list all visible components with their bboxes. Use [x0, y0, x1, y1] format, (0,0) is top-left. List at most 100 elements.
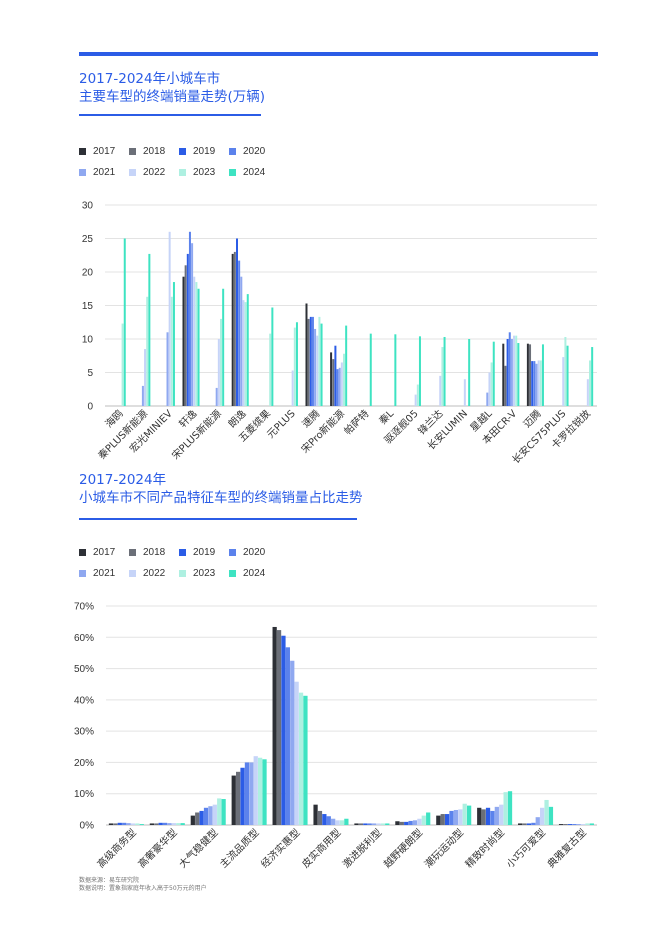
chart2-bar: [380, 823, 386, 825]
chart2-y-tick-label: 30%: [74, 727, 94, 738]
chart2-title-line2: 小城车市不同产品特征车型的终端销量占比走势: [79, 490, 363, 506]
chart2-x-tick-label: 激进脱利型: [340, 826, 385, 871]
chart2-bar: [548, 806, 554, 825]
chart1-bar: [307, 318, 310, 406]
chart1-bar: [531, 361, 534, 406]
chart2-bar: [167, 823, 172, 825]
chart2-bar: [363, 823, 368, 825]
chart2-bar: [290, 660, 295, 825]
chart1-legend-item: 2017: [79, 146, 129, 157]
chart1-bar: [343, 353, 346, 406]
chart1-bar: [539, 360, 542, 406]
chart1-legend-label: 2024: [243, 166, 266, 178]
chart2-bar: [139, 824, 144, 825]
chart1-bar: [564, 336, 567, 406]
chart2-legend-label: 2023: [193, 567, 216, 579]
chart2-bar: [481, 809, 486, 825]
chart2-bar: [572, 824, 577, 825]
chart2-bar: [126, 823, 131, 825]
chart1-bar: [506, 339, 509, 406]
chart1-bar: [526, 343, 529, 406]
chart1-legend-label: 2020: [243, 145, 266, 157]
chart1-bar: [490, 362, 493, 406]
chart1-legend-item: 2018: [129, 146, 179, 157]
chart2-bar: [335, 820, 340, 825]
chart1-x-tick-label: 秦L: [376, 407, 397, 428]
footnote-source: 数据来源：易车研究院: [79, 877, 140, 884]
chart1-legend-label: 2017: [93, 145, 116, 157]
chart2-legend-swatch: [79, 548, 86, 556]
chart2-bar: [563, 824, 568, 825]
chart2-x-tick-label: 高级商务型: [94, 826, 139, 871]
chart2-bar: [395, 821, 400, 825]
chart2-title-line1: 2017-2024年: [79, 472, 167, 488]
chart2-legend-item: 2019: [179, 547, 229, 558]
chart2-bar: [494, 806, 499, 825]
chart1-x-tick-label: 轩逸: [176, 407, 199, 430]
chart1-legend-swatch: [129, 147, 136, 155]
chart1-legend-row: 2021 2022 2023 2024: [79, 165, 279, 179]
chart2-x-tick-label: 大气稳健型: [176, 826, 221, 871]
chart2-bar: [466, 805, 472, 825]
chart2-x-tick-label: 主流品质型: [217, 826, 262, 871]
chart1-bar: [148, 253, 151, 406]
chart1-bar: [240, 276, 243, 406]
chart1-legend-swatch: [129, 168, 136, 176]
chart1-bar: [486, 392, 489, 406]
chart2-legend-item: 2024: [229, 568, 279, 579]
chart1-legend-label: 2018: [143, 145, 166, 157]
chart1-bar: [340, 362, 343, 406]
chart2-bar: [490, 810, 495, 825]
chart1-bar: [320, 323, 323, 406]
chart2-x-tick-label: 潮玩运动型: [422, 826, 467, 871]
chart2-bar: [171, 823, 177, 825]
chart1-bar: [271, 307, 274, 406]
chart1-bar: [517, 343, 520, 406]
chart2-bar: [404, 821, 409, 825]
chart2-bar: [130, 823, 136, 825]
chart2-legend-swatch: [129, 548, 136, 556]
chart2-x-tick-label: 小巧可爱型: [503, 826, 548, 871]
chart2-legend-item: 2021: [79, 568, 129, 579]
chart1-title-line2: 主要车型的终端销量走势(万辆): [79, 89, 266, 105]
chart2-bar: [298, 692, 304, 825]
chart2-bar: [462, 803, 467, 825]
chart2-bar: [262, 759, 267, 825]
chart1-bar: [309, 316, 312, 406]
chart1-title-underline: [79, 114, 261, 116]
chart1-bar: [591, 347, 594, 406]
chart2-bar: [285, 647, 290, 825]
chart2-legend-row: 2021 2022 2023 2024: [79, 566, 279, 580]
chart2-bar: [444, 814, 450, 825]
chart1-x-tick-label: 朗逸: [226, 408, 249, 431]
chart2-legend-swatch: [179, 548, 186, 556]
chart2-bar: [339, 820, 345, 825]
chart1-bar: [242, 300, 245, 406]
chart2-bar: [544, 799, 549, 825]
chart1-bar: [443, 336, 446, 406]
chart2-bar: [580, 824, 586, 825]
chart2-bar: [122, 822, 127, 825]
chart1-bar: [332, 359, 335, 406]
chart1-bar: [418, 336, 421, 406]
chart1-bar: [295, 322, 298, 406]
chart2-bar: [154, 823, 159, 825]
chart2-bar: [326, 816, 331, 825]
chart2-bar: [317, 810, 323, 825]
chart1-bar: [311, 316, 314, 406]
chart2-bar: [477, 807, 482, 825]
chart2-y-tick-label: 0%: [80, 821, 95, 832]
chart1-bar: [513, 335, 516, 406]
chart1-legend-item: 2021: [79, 167, 129, 178]
chart1-y-tick-label: 15: [82, 301, 94, 312]
chart1-bar: [330, 352, 333, 406]
chart1-legend-swatch: [179, 168, 186, 176]
chart2-bar: [358, 823, 364, 825]
chart2-bar: [485, 807, 491, 825]
chart1-bar: [566, 345, 569, 406]
chart2-x-tick-label: 高奢豪华型: [135, 826, 180, 871]
chart1-bar: [238, 260, 241, 406]
chart1-y-tick-label: 10: [82, 335, 94, 346]
chart1-bar: [394, 334, 397, 406]
chart2-legend-swatch: [179, 569, 186, 577]
